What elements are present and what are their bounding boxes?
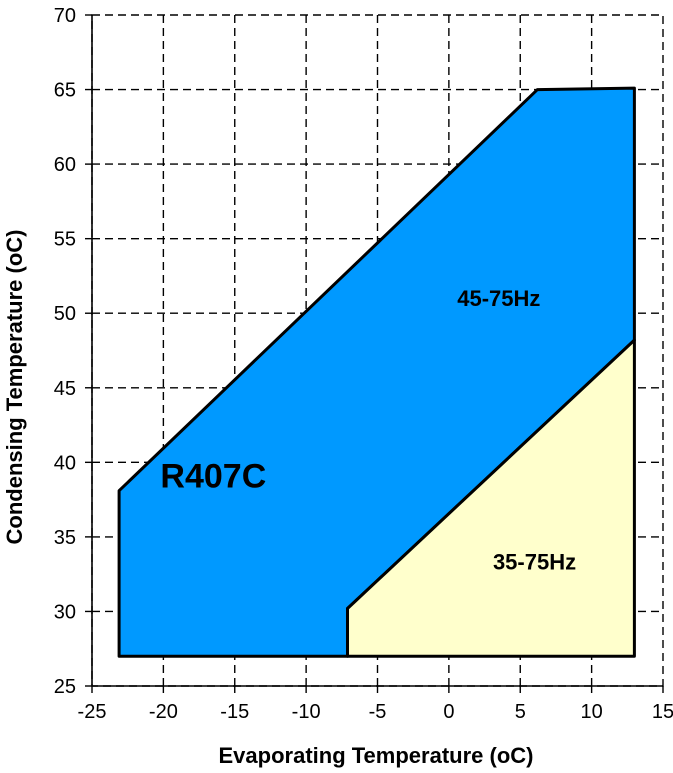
x-tick-label: 15 xyxy=(652,701,673,723)
y-tick-label: 55 xyxy=(54,229,76,251)
y-tick-label: 45 xyxy=(54,378,76,400)
y-tick-label: 60 xyxy=(54,154,76,176)
x-tick-label: -10 xyxy=(292,701,321,723)
x-tick-label: 0 xyxy=(443,701,454,723)
y-tick-label: 25 xyxy=(54,676,76,698)
region-35-75Hz xyxy=(346,338,636,658)
x-tick-label: -25 xyxy=(78,701,107,723)
y-axis-title: Condensing Temperature (oC) xyxy=(2,230,27,545)
x-tick-label: 5 xyxy=(515,701,526,723)
y-tick-label: 40 xyxy=(54,452,76,474)
annotation-label: R407C xyxy=(160,458,266,496)
x-tick-label: 10 xyxy=(581,701,603,723)
tick-labels: -25 -20 -15 -10 -5 0 5 10 15 25 30 35 40 45 50 55 60 65 70 xyxy=(54,5,673,723)
x-axis-title: Evaporating Temperature (oC) xyxy=(219,743,534,768)
regions xyxy=(117,86,636,658)
annotation-label: 35-75Hz xyxy=(493,550,576,575)
y-tick-label: 50 xyxy=(54,303,76,325)
annotation-label: 45-75Hz xyxy=(457,286,540,311)
x-tick-label: -15 xyxy=(220,701,249,723)
annotations: R407C 45-75Hz 35-75Hz xyxy=(160,286,576,575)
y-tick-label: 30 xyxy=(54,601,76,623)
x-tick-label: -20 xyxy=(149,701,178,723)
y-tick-label: 65 xyxy=(54,80,76,102)
y-tick-label: 35 xyxy=(54,527,76,549)
y-tick-label: 70 xyxy=(54,5,76,27)
x-tick-label: -5 xyxy=(369,701,387,723)
